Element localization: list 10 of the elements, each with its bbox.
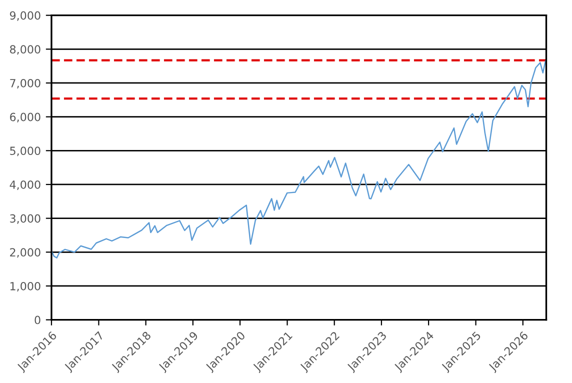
y-tick-label: 1,000 — [10, 282, 40, 292]
y-tick-label: 3,000 — [10, 214, 40, 224]
y-tick-label: 6,000 — [10, 112, 40, 122]
y-tick-label: 5,000 — [10, 146, 40, 156]
y-tick-label: 9,000 — [10, 11, 40, 21]
y-tick-label: 2,000 — [10, 248, 40, 258]
y-tick-label: 0 — [34, 316, 40, 324]
y-tick-label: 7,000 — [10, 78, 40, 88]
y-tick-label: 4,000 — [10, 180, 40, 190]
y-tick-label: 8,000 — [10, 45, 40, 55]
